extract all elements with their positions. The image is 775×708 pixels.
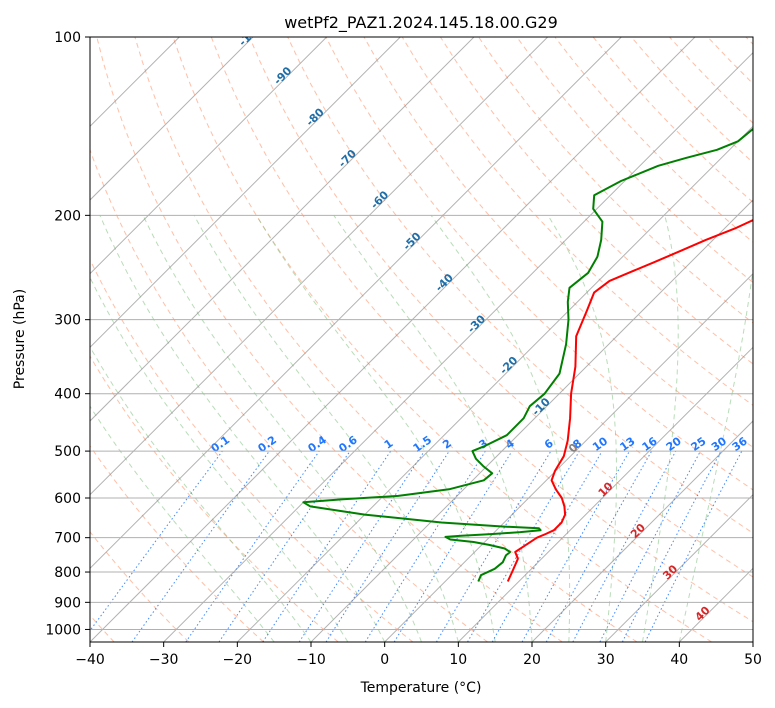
isotherm-line	[90, 37, 549, 496]
dry-adiabat-line	[210, 37, 753, 623]
moist-adiabat-line	[193, 215, 459, 642]
isotherm-line	[384, 272, 753, 642]
axis-layer: −40 −30 −20 −10 0 10 20 30 40 50 100 200 300 400 500 60…	[45, 30, 762, 668]
moist-adiabat-line	[90, 345, 312, 642]
x-tick-label: −30	[149, 652, 179, 668]
dry-adiabat-line	[90, 148, 488, 642]
isotherm-line	[90, 37, 254, 201]
x-tick-label: −40	[75, 652, 105, 668]
mixing-ratio-line	[298, 450, 425, 642]
isotherm-line	[163, 51, 753, 642]
isotherm-line	[90, 37, 622, 570]
dry-adiabat-line	[134, 37, 638, 642]
dry-adiabat-line	[439, 37, 753, 365]
moist-adiabat-line	[142, 215, 422, 642]
x-tick-label: −20	[223, 652, 253, 668]
x-tick-label: 10	[449, 652, 467, 668]
x-tick-label: 50	[744, 652, 762, 668]
dry-adiabat-line	[172, 37, 712, 642]
y-tick-label: 400	[54, 387, 81, 403]
y-tick-label: 600	[54, 491, 81, 507]
dry-adiabat-line	[249, 37, 753, 578]
y-tick-label: 700	[54, 531, 81, 547]
mixing-ratio-line	[393, 450, 513, 642]
mixing-ratio-line	[262, 450, 392, 642]
isotherm-line	[90, 37, 401, 349]
y-tick-label: 800	[54, 565, 81, 581]
dry-adiabat-line	[90, 531, 190, 642]
y-axis-label: Pressure (hPa)	[12, 289, 28, 389]
y-tick-label: 500	[54, 444, 81, 460]
y-tick-label: 200	[54, 208, 81, 224]
y-tick-label: 900	[54, 595, 81, 611]
x-tick-label: 40	[670, 652, 688, 668]
isotherm-line	[310, 199, 753, 642]
y-tick-label: 100	[54, 30, 81, 46]
moist-adiabat-line	[547, 215, 617, 642]
series-layer	[302, 127, 753, 582]
isotherm-label: -100	[236, 20, 265, 49]
moist-adiabat-line	[642, 215, 679, 642]
isotherm-line	[457, 346, 753, 642]
y-tick-label: 1000	[45, 622, 81, 638]
plot-frame	[89, 36, 754, 643]
isotherm-line	[605, 493, 753, 642]
mixing-ratio-line	[644, 450, 743, 642]
chart-title: wetPf2_PAZ1.2024.145.18.00.G29	[284, 13, 558, 33]
mixing-ratio-line	[325, 450, 450, 642]
moist-adiabat-line	[90, 276, 349, 642]
mixing-ratio-line	[521, 450, 630, 642]
moist-adiabat-line	[255, 215, 496, 642]
isotherm-line	[531, 420, 753, 642]
moist-adiabat-line	[678, 265, 753, 642]
mixing-ratio-line	[218, 450, 351, 642]
isotherm-line	[90, 37, 696, 642]
dewpoint-profile	[302, 127, 753, 582]
dry-adiabat-line	[90, 355, 339, 642]
x-tick-label: −10	[296, 652, 326, 668]
y-tick-label: 300	[54, 313, 81, 329]
isotherm-line	[90, 37, 475, 422]
mixing-ratio-line	[90, 450, 223, 632]
mixing-ratio-line	[185, 450, 320, 642]
dry-adiabat-line	[96, 37, 563, 642]
mixing-ratio-line	[131, 450, 270, 642]
x-axis-label: Temperature (°C)	[360, 680, 482, 696]
x-tick-label: 0	[380, 652, 389, 668]
dry-adiabat-line	[516, 37, 753, 284]
mixing-ratio-line	[572, 450, 677, 642]
isotherm-line	[90, 37, 328, 275]
x-tick-label: 30	[597, 652, 615, 668]
dry-adiabat-line	[90, 445, 264, 642]
dry-adiabat-line	[401, 37, 753, 406]
mixing-ratio-line	[545, 450, 653, 642]
moist-adiabat-line	[333, 215, 533, 642]
temperature-profile	[506, 219, 753, 582]
x-tick-label: 20	[523, 652, 541, 668]
